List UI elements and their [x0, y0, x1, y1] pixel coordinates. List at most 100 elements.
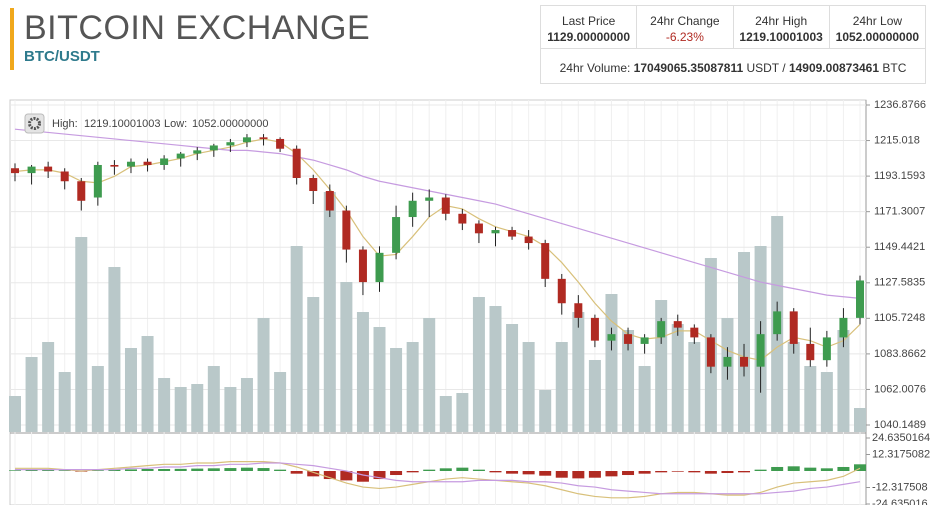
candle-body: [309, 177, 318, 192]
macd-bar: [257, 468, 270, 471]
volume-bar: [638, 366, 651, 432]
macd-bar: [91, 470, 104, 471]
macd-bar: [837, 466, 850, 471]
volume-line: 24hr Volume: 17049065.35087811 USDT / 14…: [541, 49, 925, 75]
volume-btc: 14909.00873461: [788, 61, 880, 75]
volume-usdt: 17049065.35087811: [633, 61, 744, 75]
candle-body: [292, 148, 301, 178]
candle-body: [508, 230, 517, 237]
moving-average: [14, 128, 861, 299]
y-tick-label: 1040.1489: [874, 419, 926, 431]
volume-bar: [257, 318, 270, 432]
volume-bar: [307, 297, 320, 432]
volume-bar: [141, 336, 154, 432]
candle-body: [392, 217, 401, 253]
volume-bar: [572, 312, 585, 432]
volume-unit: BTC: [882, 61, 907, 75]
volume-bar: [406, 342, 419, 432]
candle-body: [358, 249, 367, 283]
volume-bar: [191, 384, 204, 432]
candle-body: [541, 243, 550, 279]
macd-bar: [472, 469, 485, 471]
macd-bar: [804, 467, 817, 471]
volume-bar: [671, 324, 684, 432]
volume-bar: [240, 378, 253, 432]
chart-frame: [9, 99, 867, 505]
candle-body: [27, 166, 36, 174]
candle-body: [706, 337, 715, 367]
y-tick-label: 1149.4421: [874, 241, 925, 253]
candle-body: [839, 317, 848, 338]
macd-bar: [174, 468, 187, 471]
volume-bar: [373, 327, 386, 432]
candle-body: [789, 311, 798, 344]
candle-body: [193, 150, 202, 154]
macd-bar: [622, 471, 635, 476]
volume-unit: USDT /: [746, 61, 786, 75]
macd-bar: [290, 471, 303, 474]
macd-bar: [373, 471, 386, 480]
y-tick-label: 1105.7248: [874, 312, 925, 324]
title: BITCOIN EXCHANGE: [24, 9, 371, 47]
y-tick-label: 1083.8662: [874, 348, 926, 360]
macd-bar: [406, 471, 419, 473]
stat-value: 1129.00000000: [547, 30, 630, 44]
macd-bar: [688, 471, 701, 473]
candle-body: [342, 210, 351, 250]
volume-bar: [25, 357, 38, 432]
y-tick-label: -12.317508: [872, 481, 928, 493]
macd-bar: [108, 469, 121, 471]
candle-body: [574, 303, 583, 318]
candle-body: [673, 321, 682, 328]
y-tick-label: 1062.0076: [874, 383, 926, 395]
volume-bar: [274, 372, 287, 432]
volume-bar: [539, 390, 552, 432]
candle-body: [441, 197, 450, 214]
volume-bar: [605, 294, 618, 432]
volume-bar: [224, 387, 237, 432]
volume-bar: [9, 396, 21, 432]
candle-body: [259, 137, 268, 139]
candle-body: [624, 334, 633, 344]
macd-bar: [423, 469, 436, 471]
macd-bar: [754, 469, 767, 471]
stat: 24hr Low 1052.00000000: [830, 6, 925, 48]
legend-label: High:: [52, 118, 78, 130]
macd-bar: [191, 468, 204, 471]
volume-bar: [158, 378, 171, 432]
volume-bar: [124, 348, 137, 432]
macd-bar: [572, 471, 585, 479]
volume-bar: [555, 342, 568, 432]
volume-bar: [837, 330, 850, 432]
volume-bar: [390, 348, 403, 432]
stats-row: Last Price 1129.00000000 24hr Change -6.23…: [541, 6, 925, 49]
macd-bar: [390, 471, 403, 476]
macd-bar: [240, 467, 253, 471]
macd-bar: [738, 471, 751, 473]
pair: BTC/USDT: [24, 48, 100, 65]
macd-bar: [224, 468, 237, 471]
stat: 24hr High 1219.10001003: [734, 6, 830, 48]
candle-body: [60, 171, 69, 182]
volume-bar: [472, 297, 485, 432]
macd-bar: [42, 469, 55, 471]
macd-line: [15, 462, 861, 495]
volume-bar: [356, 312, 369, 432]
volume-bar: [456, 393, 469, 432]
volume-bar: [207, 366, 220, 432]
candle-body: [242, 137, 251, 143]
y-tick-label: 1193.1593: [874, 170, 925, 182]
candle-body: [209, 145, 218, 151]
candle-body: [11, 168, 19, 174]
candle-body: [640, 337, 649, 344]
macd-bar: [854, 464, 866, 471]
candle-body: [822, 337, 831, 361]
macd-bar: [704, 471, 717, 474]
settings-button[interactable]: [24, 113, 45, 134]
candle-body: [176, 153, 185, 159]
y-tick-label: 24.6350164: [872, 432, 930, 444]
macd-bar: [323, 471, 336, 480]
macd-bar: [506, 471, 519, 474]
button-bg[interactable]: [24, 113, 45, 134]
macd-bar: [771, 466, 784, 471]
